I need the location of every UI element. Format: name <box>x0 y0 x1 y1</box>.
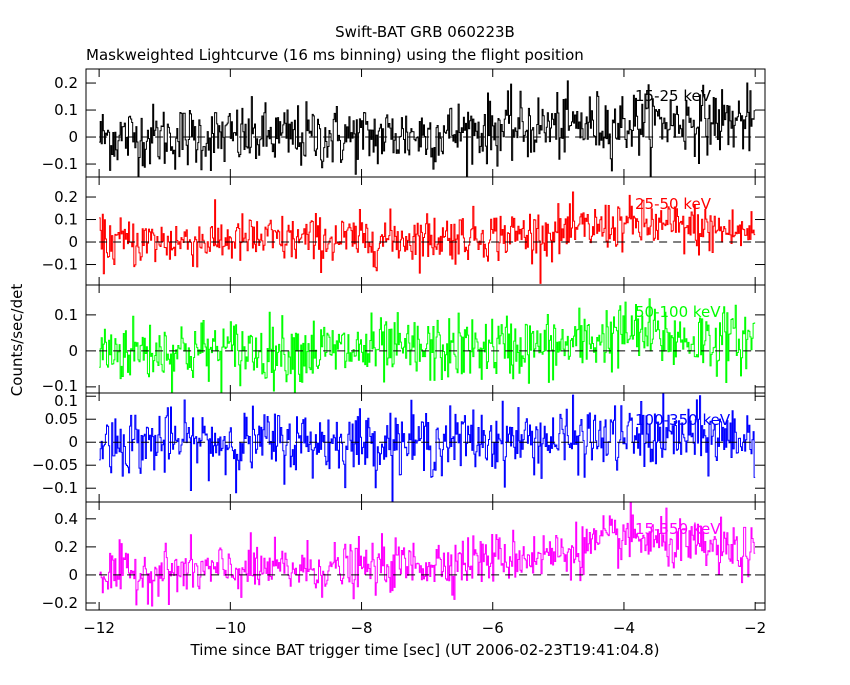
panel-frame <box>85 501 766 611</box>
y-tick-label: 0.2 <box>54 188 78 206</box>
y-tick-label: −0.1 <box>42 155 78 173</box>
panel-4: −0.2 0 0.2 0.4 15-350 keV <box>42 501 766 612</box>
y-tick-label: 0 <box>68 566 78 584</box>
x-tick-label: −6 <box>482 619 504 637</box>
y-tick-label: 0 <box>68 128 78 146</box>
y-tick-label: 0 <box>68 233 78 251</box>
y-tick-label: 0.1 <box>54 101 78 119</box>
panel-energy-label: 25-50 keV <box>635 195 712 213</box>
y-tick-label: 0.1 <box>54 392 78 410</box>
y-tick-label: 0.2 <box>54 538 78 556</box>
y-tick-label: −0.05 <box>32 456 78 474</box>
y-tick-label: −0.1 <box>42 479 78 497</box>
x-axis-label: Time since BAT trigger time [sec] (UT 20… <box>190 641 660 659</box>
series-line <box>99 393 756 502</box>
x-tick-label: −4 <box>613 619 635 637</box>
series-line <box>99 191 756 284</box>
series-line <box>99 502 756 607</box>
panel-energy-label: 100-350 keV <box>635 411 731 429</box>
y-axis-label: Counts/sec/det <box>8 284 26 397</box>
y-tick-label: 0.1 <box>54 306 78 324</box>
y-tick-label: 0.1 <box>54 211 78 229</box>
panel-2: −0.1 0 0.1 50-100 keV <box>42 284 766 395</box>
y-tick-label: −0.2 <box>42 594 78 612</box>
panel-3: −0.1 −0.05 0 0.050.1 100-350 keV <box>32 392 766 503</box>
chart-subtitle: Maskweighted Lightcurve (16 ms binning) … <box>86 46 584 64</box>
x-tick-label: −10 <box>215 619 247 637</box>
series-line <box>99 298 756 393</box>
y-tick-label: 0 <box>68 433 78 451</box>
panel-0: −0.1 0 0.1 0.2 15-25 keV <box>42 68 766 178</box>
panel-1: −0.1 0 0.1 0.2 25-50 keV <box>42 176 766 286</box>
y-tick-label: −0.1 <box>42 256 78 274</box>
x-tick-label: −2 <box>744 619 766 637</box>
y-tick-label: 0 <box>68 342 78 360</box>
y-tick-label: −0.1 <box>42 377 78 395</box>
panel-energy-label: 50-100 keV <box>635 303 721 321</box>
series-line <box>99 80 756 177</box>
y-tick-label: 0.4 <box>54 510 78 528</box>
y-tick-label: 0.2 <box>54 74 78 92</box>
panel-energy-label: 15-25 keV <box>635 87 712 105</box>
x-tick-label: −12 <box>83 619 115 637</box>
y-tick-label: 0.05 <box>45 410 78 428</box>
x-tick-label: −8 <box>350 619 372 637</box>
chart-title: Swift-BAT GRB 060223B <box>335 23 515 41</box>
panel-energy-label: 15-350 keV <box>635 520 721 538</box>
